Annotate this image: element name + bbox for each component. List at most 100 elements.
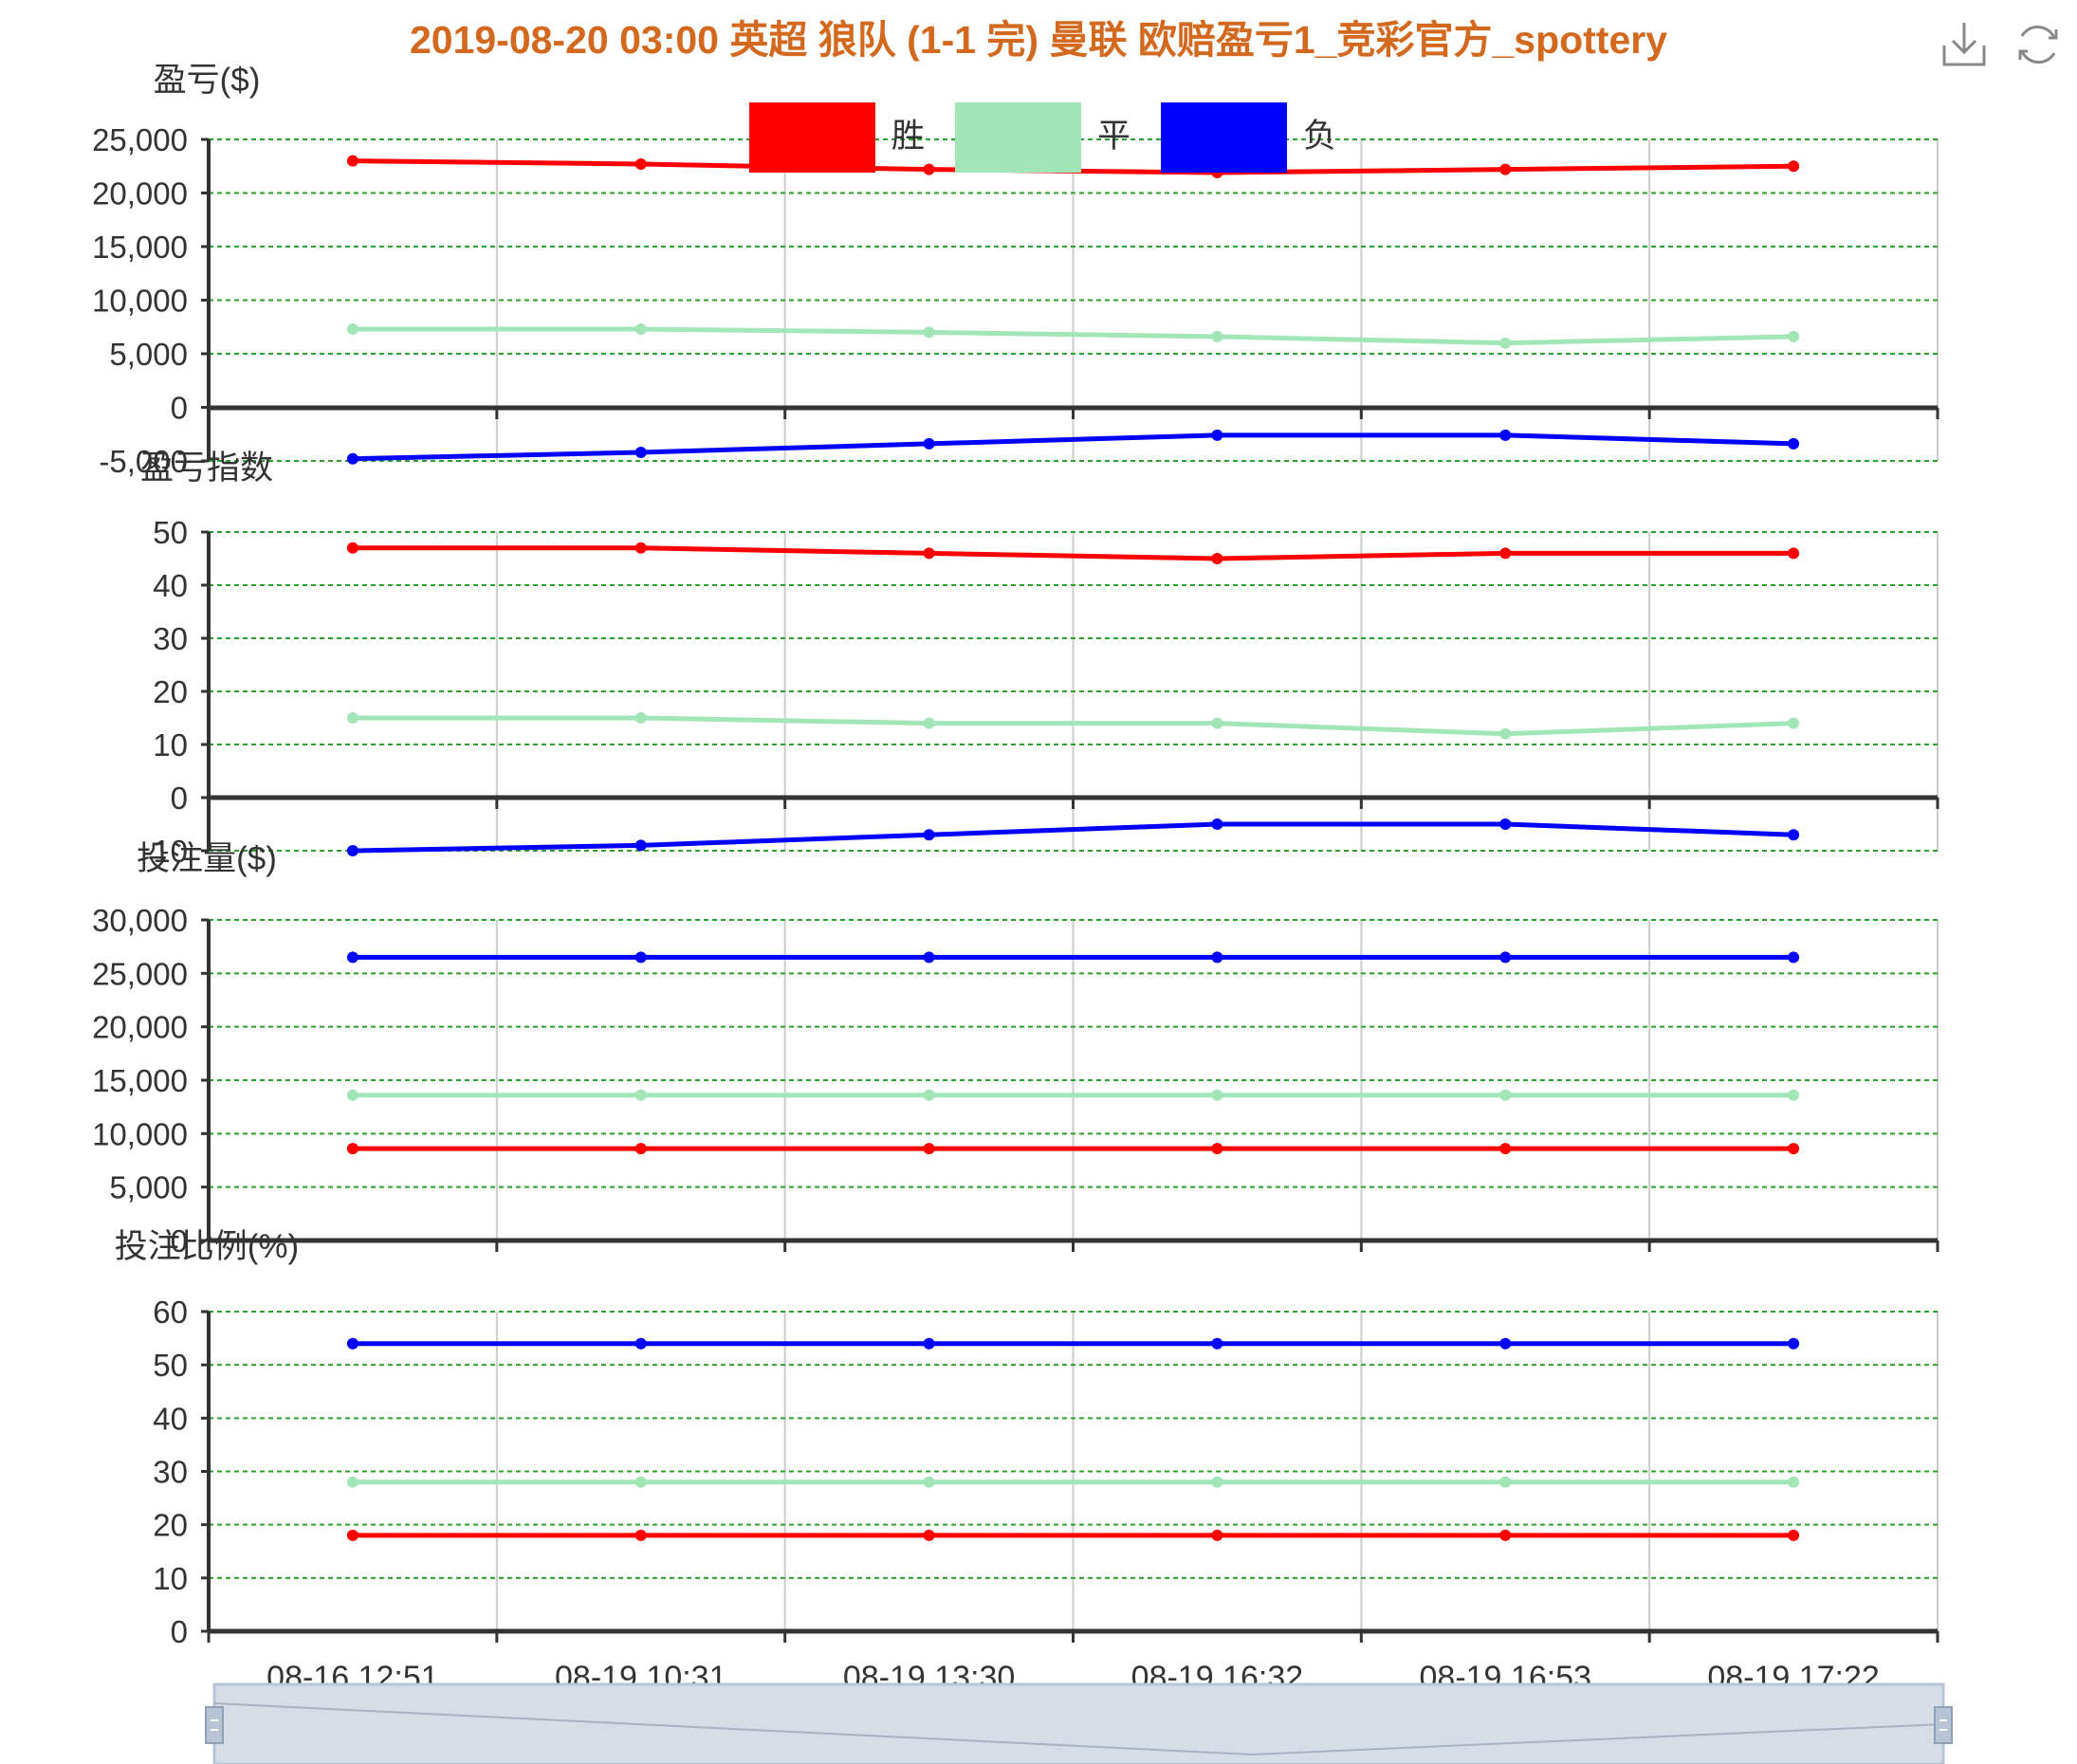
legend-label: 负 [1303,118,1336,155]
data-point[interactable] [634,1337,647,1350]
datazoom-handle[interactable] [1934,1706,1953,1744]
data-point[interactable] [1788,330,1800,342]
data-point[interactable] [923,163,935,175]
data-point[interactable] [923,717,935,729]
data-point[interactable] [1499,727,1512,740]
y-tick-label: 40 [153,1401,188,1436]
series-line [352,545,1794,561]
data-point[interactable] [346,1143,358,1155]
data-point[interactable] [1788,1529,1800,1541]
data-point[interactable] [1211,330,1223,342]
data-point[interactable] [1211,553,1223,564]
datazoom-preview-line [213,1702,1944,1756]
data-point[interactable] [1788,951,1800,964]
data-point[interactable] [634,157,647,170]
data-point[interactable] [1211,1337,1223,1350]
data-point[interactable] [634,446,647,458]
legend-label: 胜 [891,118,925,155]
data-point[interactable] [923,547,935,560]
y-axis-title: 盈亏指数 [140,450,273,487]
data-point[interactable] [634,1476,647,1488]
y-tick-label: 25,000 [92,122,188,157]
data-point[interactable] [1788,829,1800,841]
data-point[interactable] [1499,163,1512,175]
datazoom-handle[interactable] [205,1706,224,1744]
y-tick-label: 10,000 [92,1116,188,1151]
datazoom-track[interactable] [212,1682,1945,1764]
data-point[interactable] [923,1337,935,1350]
data-point[interactable] [1499,1143,1512,1155]
data-point[interactable] [346,845,358,856]
data-point[interactable] [634,542,647,554]
chart-title: 2019-08-20 03:00 英超 狼队 (1-1 完) 曼联 欧赔盈亏1_… [409,18,1668,62]
data-point[interactable] [1211,717,1223,729]
data-point[interactable] [1499,818,1512,830]
data-point[interactable] [634,1089,647,1101]
data-point[interactable] [1788,160,1800,173]
legend-item[interactable]: 负 [1161,102,1336,173]
y-tick-label: 30,000 [92,903,188,938]
data-point[interactable] [634,323,647,336]
data-point[interactable] [346,1337,358,1350]
y-tick-label: 15,000 [92,1063,188,1098]
data-point[interactable] [1499,1476,1512,1488]
data-point[interactable] [923,951,935,964]
refresh-icon[interactable] [2011,17,2066,72]
data-point[interactable] [923,1143,935,1155]
y-tick-label: 0 [171,1223,188,1259]
data-point[interactable] [1788,717,1800,729]
data-point[interactable] [346,542,358,554]
data-point[interactable] [346,155,358,167]
data-point[interactable] [1211,1143,1223,1155]
data-point[interactable] [1788,1089,1800,1101]
legend-item[interactable]: 胜 [749,102,925,173]
data-point[interactable] [923,1529,935,1541]
data-point[interactable] [346,1476,358,1488]
data-point[interactable] [1211,1476,1223,1488]
data-point[interactable] [346,712,358,724]
download-icon[interactable] [1937,17,1992,72]
data-point[interactable] [634,712,647,724]
data-point[interactable] [346,1529,358,1541]
data-point[interactable] [1211,429,1223,441]
data-point[interactable] [1499,429,1512,441]
data-point[interactable] [1499,1089,1512,1101]
data-point[interactable] [634,1529,647,1541]
data-point[interactable] [1499,1529,1512,1541]
data-point[interactable] [1499,337,1512,349]
data-point[interactable] [1788,437,1800,450]
data-point[interactable] [923,1089,935,1101]
data-point[interactable] [1211,818,1223,830]
data-point[interactable] [1788,1476,1800,1488]
data-point[interactable] [346,951,358,964]
legend-item[interactable]: 平 [955,102,1130,173]
data-point[interactable] [634,839,647,852]
data-point[interactable] [1788,1337,1800,1350]
y-tick-label: 30 [153,621,188,656]
data-point[interactable] [346,323,358,336]
data-point[interactable] [634,951,647,964]
data-point[interactable] [346,452,358,465]
data-point[interactable] [1211,951,1223,964]
y-tick-label: 10 [153,1561,188,1596]
data-point[interactable] [634,1143,647,1155]
data-point[interactable] [923,437,935,450]
data-point[interactable] [1211,1529,1223,1541]
y-tick-label: 0 [171,1614,188,1649]
data-point[interactable] [1788,547,1800,560]
datazoom-slider[interactable] [205,1682,1953,1764]
series-line [352,821,1794,854]
y-axis-title: 盈亏($) [154,62,261,99]
data-point[interactable] [1211,1089,1223,1101]
data-point[interactable] [1788,1143,1800,1155]
data-point[interactable] [1499,1337,1512,1350]
data-point[interactable] [346,1089,358,1101]
data-point[interactable] [923,829,935,841]
series-line [352,715,1794,737]
data-point[interactable] [1499,547,1512,560]
data-point[interactable] [923,1476,935,1488]
data-point[interactable] [923,326,935,339]
data-point[interactable] [1499,951,1512,964]
